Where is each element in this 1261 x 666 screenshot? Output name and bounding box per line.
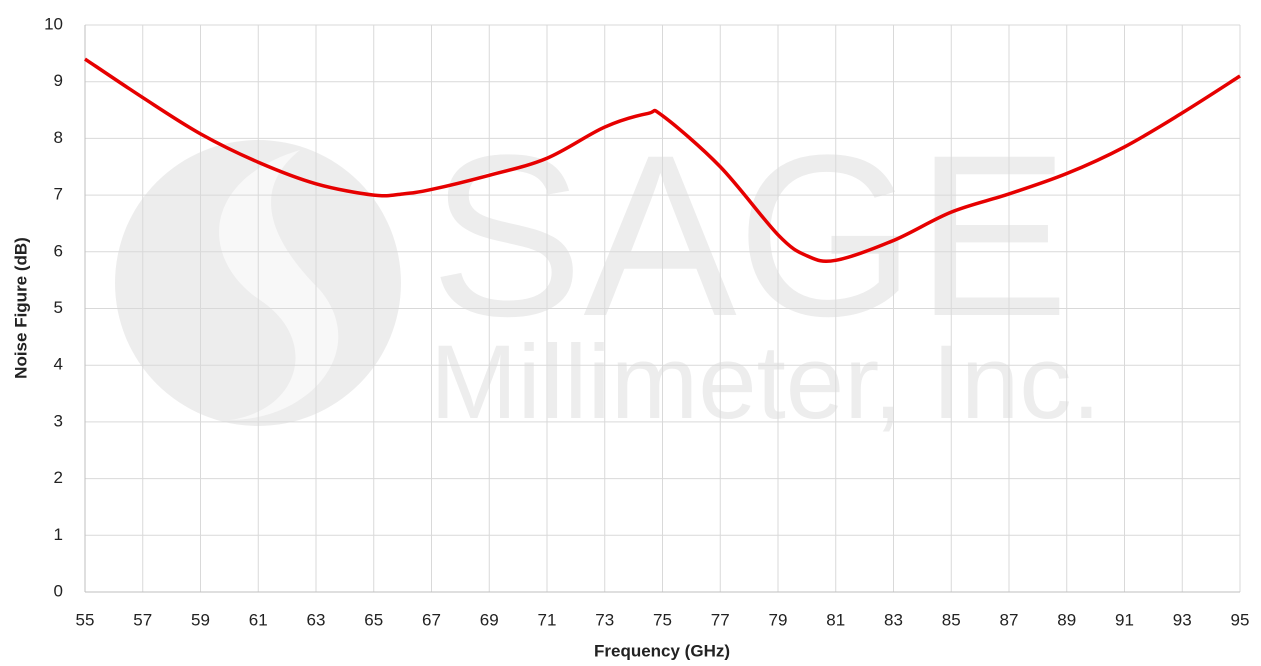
x-tick-label: 75 — [653, 610, 672, 629]
x-tick-label: 85 — [942, 610, 961, 629]
x-tick-label: 95 — [1231, 610, 1250, 629]
x-tick-label: 63 — [307, 610, 326, 629]
y-tick-label: 10 — [44, 14, 63, 33]
y-tick-label: 4 — [54, 355, 63, 374]
x-tick-label: 73 — [595, 610, 614, 629]
x-tick-label: 77 — [711, 610, 730, 629]
y-tick-label: 6 — [54, 241, 63, 260]
x-tick-label: 67 — [422, 610, 441, 629]
x-tick-label: 81 — [826, 610, 845, 629]
watermark-logo-swirl — [219, 150, 339, 420]
watermark-company: Millimeter, Inc. — [430, 324, 1101, 441]
x-tick-label: 69 — [480, 610, 499, 629]
y-tick-label: 5 — [54, 298, 63, 317]
x-tick-label: 71 — [538, 610, 557, 629]
watermark: SAGE Millimeter, Inc. — [115, 107, 1101, 441]
x-tick-label: 87 — [1000, 610, 1019, 629]
y-axis-title: Noise Figure (dB) — [11, 237, 30, 379]
x-tick-label: 93 — [1173, 610, 1192, 629]
y-tick-label: 8 — [54, 128, 63, 147]
x-tick-label: 59 — [191, 610, 210, 629]
x-tick-label: 91 — [1115, 610, 1134, 629]
x-tick-label: 57 — [133, 610, 152, 629]
x-tick-label: 79 — [769, 610, 788, 629]
x-tick-label: 55 — [76, 610, 95, 629]
y-tick-label: 1 — [54, 525, 63, 544]
y-tick-label: 9 — [54, 71, 63, 90]
x-axis-title: Frequency (GHz) — [594, 641, 730, 660]
watermark-brand: SAGE — [430, 107, 1069, 364]
y-tick-label: 7 — [54, 185, 63, 204]
y-tick-label: 3 — [54, 411, 63, 430]
x-tick-label: 65 — [364, 610, 383, 629]
x-tick-label: 83 — [884, 610, 903, 629]
y-tick-label: 2 — [54, 468, 63, 487]
x-tick-label: 89 — [1057, 610, 1076, 629]
x-tick-label: 61 — [249, 610, 268, 629]
y-tick-label: 0 — [54, 581, 63, 600]
data-line — [84, 57, 1241, 264]
